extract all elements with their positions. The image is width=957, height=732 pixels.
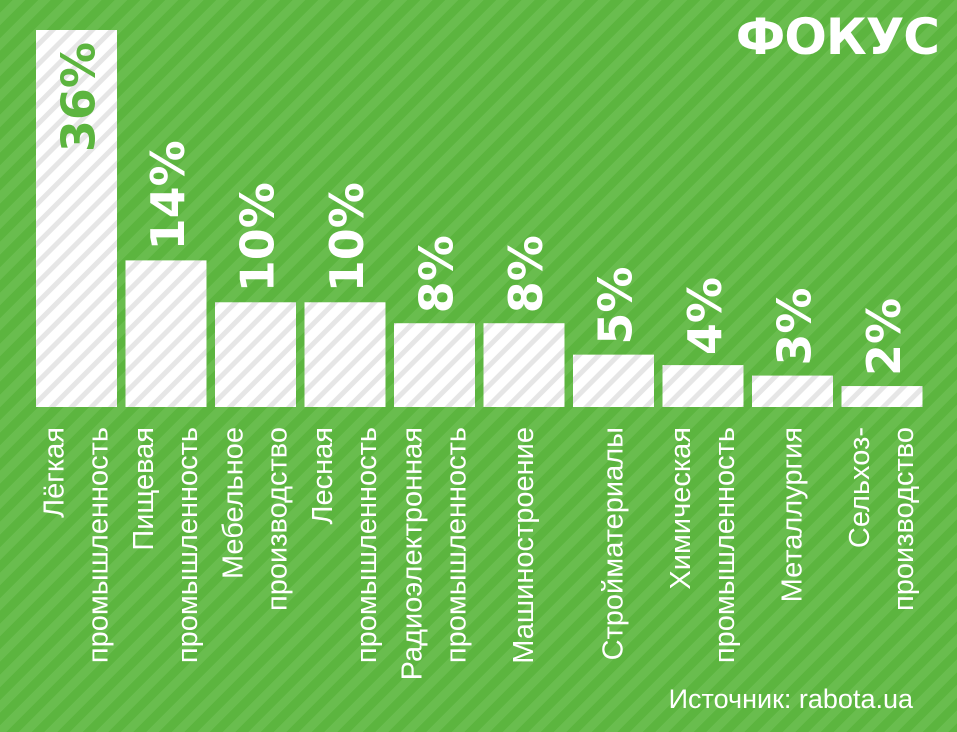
category-label-2-line-1: производство (262, 427, 294, 611)
category-label-7-line-0: Химическая (665, 427, 697, 590)
value-label-2: 10% (231, 182, 285, 292)
category-label-0-line-1: промышленность (83, 427, 115, 663)
value-label-0: 36% (52, 42, 106, 152)
value-label-5: 8% (499, 235, 553, 313)
category-label-4-line-0: Радиоэлектронная (397, 427, 429, 680)
bar-8 (752, 375, 833, 407)
bar-0 (36, 30, 117, 407)
bar-3 (304, 302, 386, 407)
bars-group (36, 30, 923, 407)
bar-1 (125, 260, 207, 407)
value-label-7: 4% (678, 277, 732, 355)
category-label-5-line-0: Машиностроение (508, 427, 540, 664)
category-label-2-line-0: Мебельное (218, 427, 250, 579)
category-labels-group: Лёгкая промышленность Пищевая промышленност… (39, 427, 921, 680)
category-label-7-line-1: промышленность (709, 427, 741, 663)
category-label-6-line-0: Стройматериалы (598, 427, 630, 660)
value-labels-group: 36% 14% 10% 10% 8% 8% 5% 4% 3% 2% (52, 42, 912, 376)
category-label-9-line-0: Сельхоз- (844, 427, 876, 548)
category-label-3-line-0: Лесная (307, 427, 339, 525)
category-label-9-line-1: производство (888, 427, 920, 611)
value-label-9: 2% (857, 298, 911, 376)
brand-logo: ФОКУС (735, 8, 940, 66)
category-label-0-line-0: Лёгкая (39, 427, 71, 518)
bar-5 (483, 323, 565, 407)
bar-4 (394, 323, 475, 407)
category-label-8-line-0: Металлургия (777, 427, 809, 602)
category-label-1-line-0: Пищевая (128, 427, 160, 551)
value-label-1: 14% (141, 140, 195, 250)
category-label-4-line-1: промышленность (441, 427, 473, 663)
bar-7 (662, 365, 744, 407)
category-label-3-line-1: промышленность (351, 427, 383, 663)
source-caption: Источник: rabota.ua (668, 684, 913, 714)
value-label-6: 5% (589, 267, 643, 345)
value-label-3: 10% (320, 182, 374, 292)
category-label-1-line-1: промышленность (172, 427, 204, 663)
bar-2 (215, 302, 296, 407)
bar-9 (841, 386, 923, 407)
bar-6 (573, 354, 654, 407)
value-label-4: 8% (410, 235, 464, 313)
value-label-8: 3% (768, 287, 822, 365)
